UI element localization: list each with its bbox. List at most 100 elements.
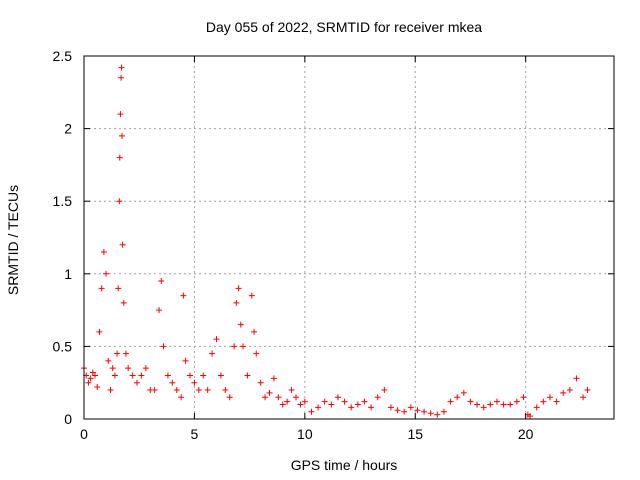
data-point xyxy=(427,410,434,417)
y-tick-label: 1.5 xyxy=(53,193,73,209)
data-point xyxy=(116,154,123,161)
data-point xyxy=(200,372,207,379)
data-point xyxy=(244,372,251,379)
data-point xyxy=(142,365,149,372)
data-point xyxy=(560,389,567,396)
data-point xyxy=(421,408,428,415)
data-point xyxy=(348,404,355,411)
data-point xyxy=(114,350,121,357)
data-point xyxy=(180,292,187,299)
data-point xyxy=(182,357,189,364)
grid xyxy=(84,56,614,419)
data-point xyxy=(240,343,246,350)
data-point xyxy=(222,386,229,393)
data-point xyxy=(584,386,591,393)
data-point xyxy=(231,343,238,350)
data-point xyxy=(87,375,94,382)
data-point xyxy=(178,394,185,401)
data-point xyxy=(248,292,255,299)
plot-frame xyxy=(83,55,615,420)
data-point xyxy=(111,372,118,379)
data-point xyxy=(92,372,99,379)
data-point xyxy=(118,64,125,71)
data-point xyxy=(566,386,573,393)
data-point xyxy=(341,398,348,405)
data-point xyxy=(226,394,233,401)
y-tick-label: 1 xyxy=(64,266,72,282)
data-point xyxy=(134,379,140,386)
data-point xyxy=(580,394,587,401)
data-point xyxy=(115,285,122,292)
data-point xyxy=(308,408,315,415)
data-point xyxy=(120,299,127,306)
x-tick-label: 20 xyxy=(518,426,534,442)
data-point xyxy=(368,404,375,411)
data-point xyxy=(546,394,553,401)
data-point xyxy=(328,401,335,408)
data-point xyxy=(116,198,123,205)
data-point xyxy=(237,321,244,328)
x-tick-label: 0 xyxy=(80,426,88,442)
data-point xyxy=(129,372,136,379)
data-point xyxy=(151,386,158,393)
data-point xyxy=(138,372,145,379)
data-point xyxy=(513,398,520,405)
data-point xyxy=(119,241,126,248)
data-point xyxy=(117,111,124,118)
data-point xyxy=(158,278,165,285)
data-point xyxy=(118,74,125,81)
data-point xyxy=(447,398,454,405)
data-point xyxy=(213,336,220,343)
data-point xyxy=(474,401,481,408)
data-point xyxy=(540,398,547,405)
data-point xyxy=(279,401,286,408)
x-tick-label: 10 xyxy=(297,426,313,442)
data-point xyxy=(288,386,295,393)
data-point xyxy=(103,270,110,277)
data-point xyxy=(414,407,421,414)
data-point xyxy=(493,398,500,405)
data-point xyxy=(257,379,264,386)
data-point xyxy=(217,372,224,379)
data-point xyxy=(85,379,92,386)
data-point xyxy=(394,407,401,414)
data-point xyxy=(187,372,193,379)
y-tick-label: 0.5 xyxy=(53,338,73,354)
data-point xyxy=(266,389,273,396)
data-point xyxy=(233,299,240,306)
data-point xyxy=(191,379,198,386)
y-axis-label: SRMTID / TECUs xyxy=(5,185,21,295)
data-point xyxy=(253,350,260,357)
data-point xyxy=(125,365,132,372)
data-point xyxy=(500,401,507,408)
data-point xyxy=(507,401,514,408)
data-point xyxy=(573,375,580,382)
data-point xyxy=(270,375,277,382)
data-point xyxy=(164,372,171,379)
data-point xyxy=(527,413,534,420)
data-point xyxy=(407,404,414,411)
data-point xyxy=(321,398,328,405)
data-point xyxy=(107,386,114,393)
data-point xyxy=(467,398,474,405)
axis-ticks xyxy=(83,55,614,420)
data-point xyxy=(301,398,308,405)
data-point xyxy=(401,408,408,415)
data-point xyxy=(381,386,388,393)
data-point xyxy=(275,394,282,401)
data-point xyxy=(262,394,269,401)
data-point xyxy=(374,394,381,401)
data-point xyxy=(122,350,129,357)
y-tick-label: 2 xyxy=(64,121,72,137)
data-point xyxy=(98,285,105,292)
data-point xyxy=(454,394,461,401)
data-point xyxy=(354,401,361,408)
data-point xyxy=(156,307,163,314)
data-point xyxy=(96,328,103,335)
x-axis-label: GPS time / hours xyxy=(291,457,398,473)
data-point xyxy=(487,401,494,408)
x-tick-label: 5 xyxy=(191,426,199,442)
data-point xyxy=(173,386,180,393)
data-point xyxy=(434,411,441,418)
